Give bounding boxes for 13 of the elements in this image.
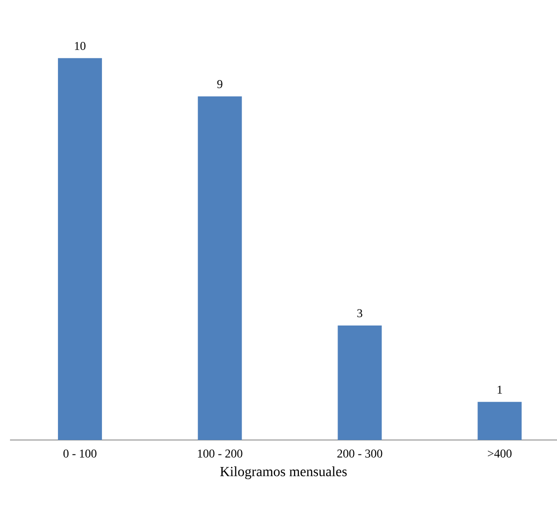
data-label: 1 [498, 386, 502, 394]
data-label: 9 [217, 80, 222, 88]
x-tick-label: >400 [488, 450, 512, 458]
data-label: 3 [357, 309, 362, 318]
bar [58, 58, 102, 440]
x-tick-label: 0 - 100 [63, 450, 96, 458]
bar [338, 325, 382, 440]
bar [198, 96, 242, 440]
bar [478, 402, 522, 440]
data-label: 10 [75, 42, 86, 50]
x-tick-label: 200 - 300 [337, 450, 382, 458]
x-tick-label: 100 - 200 [198, 450, 242, 458]
x-axis-title: Kilogramos mensuales [220, 466, 347, 480]
